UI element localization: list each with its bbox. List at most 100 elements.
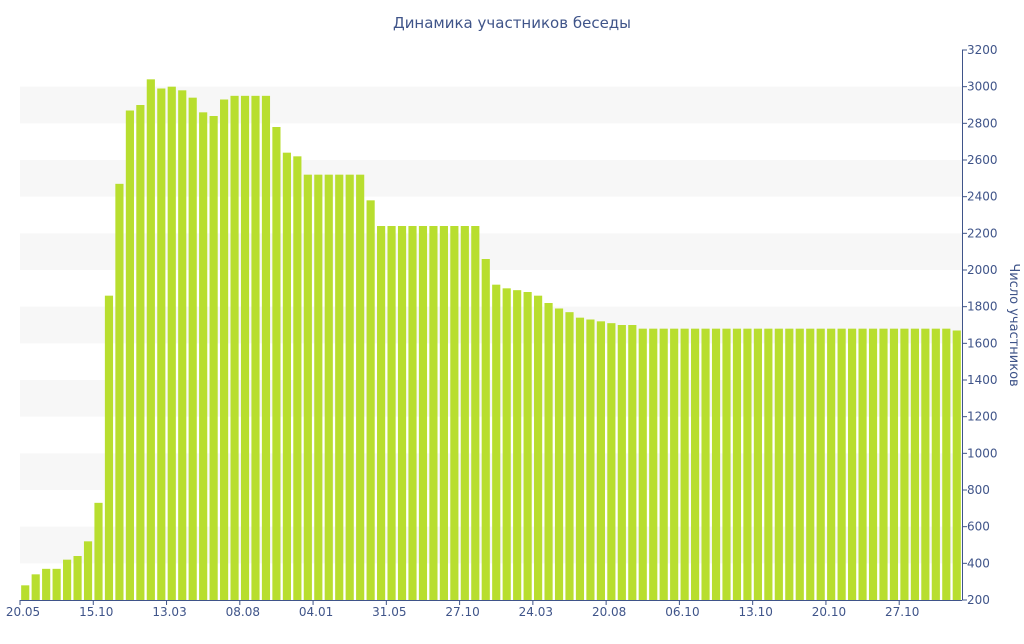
bar[interactable]: [848, 328, 857, 600]
bar[interactable]: [251, 95, 260, 600]
bar[interactable]: [492, 284, 501, 600]
bar[interactable]: [910, 328, 919, 600]
bar[interactable]: [178, 90, 187, 600]
chart-title: Динамика участников беседы: [393, 14, 631, 32]
bar[interactable]: [544, 303, 553, 600]
bar[interactable]: [691, 328, 700, 600]
grid-band: [20, 453, 962, 490]
bar[interactable]: [900, 328, 909, 600]
y-tick-label: 3200: [967, 43, 998, 57]
bar[interactable]: [868, 328, 878, 600]
bar[interactable]: [889, 328, 899, 600]
bar[interactable]: [104, 295, 114, 600]
bar[interactable]: [52, 568, 61, 600]
bar[interactable]: [429, 226, 438, 600]
bar[interactable]: [167, 86, 176, 601]
bar[interactable]: [565, 312, 574, 600]
bar[interactable]: [230, 95, 239, 600]
bar[interactable]: [136, 105, 145, 600]
grid-band: [20, 526, 962, 564]
bar[interactable]: [575, 317, 585, 600]
bar[interactable]: [31, 574, 40, 600]
bar[interactable]: [534, 295, 543, 600]
bar[interactable]: [774, 328, 783, 600]
bar[interactable]: [586, 319, 595, 601]
bar[interactable]: [146, 79, 155, 600]
bar[interactable]: [293, 156, 302, 600]
bar[interactable]: [827, 328, 836, 600]
bar[interactable]: [387, 226, 396, 600]
bar[interactable]: [670, 328, 679, 600]
y-tick-label: 2200: [967, 226, 998, 240]
bar[interactable]: [523, 292, 532, 600]
grid-band: [20, 380, 962, 417]
bar[interactable]: [481, 259, 490, 600]
bar[interactable]: [21, 585, 30, 600]
bar[interactable]: [628, 325, 637, 600]
bar[interactable]: [471, 226, 480, 600]
bar[interactable]: [272, 127, 281, 600]
x-tick-label: 31.05: [372, 605, 406, 619]
bar[interactable]: [711, 328, 721, 600]
bar[interactable]: [356, 174, 365, 601]
bar[interactable]: [680, 328, 689, 600]
bar[interactable]: [743, 328, 752, 600]
bar[interactable]: [42, 568, 51, 600]
bar[interactable]: [418, 226, 428, 600]
bar[interactable]: [209, 116, 218, 600]
bar[interactable]: [83, 541, 93, 600]
bar[interactable]: [377, 226, 386, 600]
bar[interactable]: [439, 226, 448, 600]
bar[interactable]: [701, 328, 710, 600]
bar[interactable]: [785, 328, 794, 600]
bar[interactable]: [345, 174, 354, 601]
bar[interactable]: [125, 110, 134, 601]
bar[interactable]: [63, 559, 72, 600]
bar[interactable]: [617, 325, 626, 600]
bar[interactable]: [921, 328, 930, 600]
bar[interactable]: [816, 328, 825, 600]
bar[interactable]: [450, 226, 459, 600]
bar[interactable]: [408, 226, 417, 600]
bar[interactable]: [73, 556, 82, 600]
bar[interactable]: [188, 97, 197, 601]
bar[interactable]: [952, 330, 961, 601]
bar[interactable]: [397, 226, 407, 600]
bar[interactable]: [858, 328, 867, 600]
bar[interactable]: [335, 174, 344, 601]
bar[interactable]: [157, 88, 166, 601]
bar[interactable]: [240, 95, 250, 600]
bar[interactable]: [261, 95, 271, 600]
bar[interactable]: [199, 112, 208, 600]
bar[interactable]: [753, 328, 762, 600]
bar[interactable]: [314, 174, 323, 601]
bar[interactable]: [115, 183, 124, 600]
bar[interactable]: [942, 328, 951, 600]
bar[interactable]: [220, 99, 229, 601]
bar[interactable]: [659, 328, 668, 600]
bar[interactable]: [764, 328, 773, 600]
bar[interactable]: [554, 308, 564, 601]
bar[interactable]: [303, 174, 312, 601]
bar[interactable]: [282, 152, 291, 601]
bar[interactable]: [806, 328, 815, 600]
bar[interactable]: [879, 328, 888, 600]
bar[interactable]: [502, 288, 511, 600]
bar[interactable]: [795, 328, 804, 600]
bar[interactable]: [722, 328, 731, 600]
bar[interactable]: [607, 323, 616, 600]
x-axis: 20.05 15.10 13.03 08.08 04.01 31.05 27.10 24.03…: [6, 600, 962, 619]
grid-band: [20, 160, 962, 197]
bar[interactable]: [649, 328, 658, 600]
bar[interactable]: [837, 328, 846, 600]
bar[interactable]: [460, 226, 469, 600]
bar[interactable]: [596, 321, 605, 600]
bar[interactable]: [513, 290, 522, 600]
bar[interactable]: [324, 174, 333, 601]
bar[interactable]: [732, 328, 742, 600]
bar[interactable]: [931, 328, 940, 600]
bar[interactable]: [94, 502, 103, 600]
y-tick-label: 2800: [967, 116, 998, 130]
bar[interactable]: [366, 200, 375, 600]
bar[interactable]: [638, 328, 647, 600]
